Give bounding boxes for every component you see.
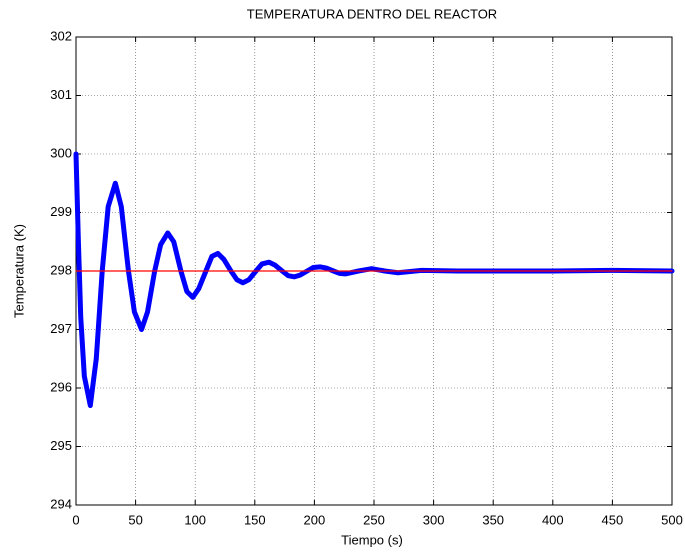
x-tick-label: 350: [482, 512, 504, 527]
x-tick-label: 50: [128, 512, 142, 527]
chart-title: TEMPERATURA DENTRO DEL REACTOR: [247, 6, 497, 21]
y-tick-label: 298: [50, 262, 72, 277]
y-tick-label: 299: [50, 204, 72, 219]
x-tick-label: 100: [184, 512, 206, 527]
y-tick-label: 297: [50, 321, 72, 336]
x-tick-label: 300: [423, 512, 445, 527]
x-tick-label: 400: [542, 512, 564, 527]
y-tick-label: 295: [50, 438, 72, 453]
x-tick-label: 500: [661, 512, 683, 527]
y-tick-label: 300: [50, 145, 72, 160]
x-tick-label: 150: [244, 512, 266, 527]
y-tick-label: 302: [50, 28, 72, 43]
y-tick-label: 301: [50, 87, 72, 102]
y-tick-label: 294: [50, 496, 72, 511]
y-tick-label: 296: [50, 379, 72, 394]
y-axis-label: Temperatura (K): [11, 224, 26, 318]
x-tick-label: 250: [363, 512, 385, 527]
x-axis-label: Tiempo (s): [341, 532, 403, 547]
x-tick-label: 200: [304, 512, 326, 527]
x-tick-label: 0: [72, 512, 79, 527]
x-tick-label: 450: [602, 512, 624, 527]
